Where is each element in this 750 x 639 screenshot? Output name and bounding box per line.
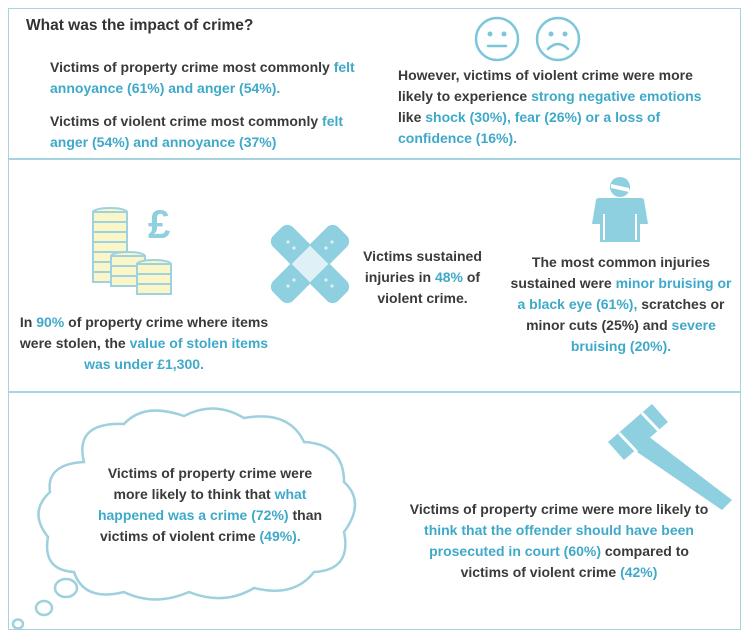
- violent-negative-text: However, victims of violent crime were m…: [398, 67, 702, 146]
- emotions-panel: [8, 8, 741, 159]
- cloud-text-line2: victims of violent crime (49%).: [100, 528, 301, 544]
- common-injuries-text: The most common injuries sustained were …: [510, 254, 732, 354]
- prosecuted-text: Victims of property crime were more like…: [409, 501, 709, 580]
- violent-emotions-text: Victims of violent crime most commonly f…: [50, 113, 344, 150]
- opinion-panel: [8, 392, 741, 630]
- injuries-text: Victims sustained injuries in 48% of vio…: [363, 248, 482, 306]
- gavel-icon: [608, 404, 732, 510]
- property-emotions-text: Victims of property crime most commonly …: [50, 59, 355, 96]
- thought-cloud: [11, 407, 357, 630]
- plaster-icon: [270, 224, 350, 304]
- injuries-panel: [8, 159, 741, 392]
- cloud-text: Victims of property crime were more like…: [97, 465, 323, 523]
- sad-face-icon: [535, 16, 581, 62]
- page-title: What was the impact of crime?: [26, 17, 254, 34]
- neutral-face-icon: [474, 16, 520, 62]
- coins-pound-icon: [92, 207, 172, 295]
- pound-symbol: £: [148, 203, 171, 247]
- stolen-value-text: In 90% of property crime where items wer…: [19, 314, 269, 372]
- injured-person-icon: [592, 177, 648, 242]
